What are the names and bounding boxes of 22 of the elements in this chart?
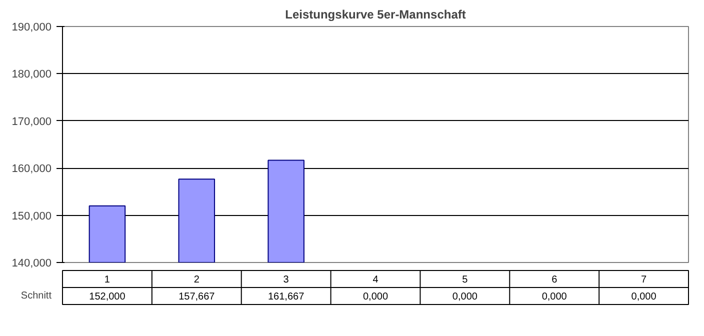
text: 0,000 [362, 292, 388, 302]
data-label: 161,667 [268, 292, 305, 302]
x-tick-label: 5 [462, 274, 468, 286]
text: 0,000 [452, 292, 478, 302]
y-tick-label: 140,000 [12, 258, 52, 270]
text: 0,000 [631, 292, 656, 302]
x-tick-label: 2 [194, 274, 200, 286]
y-tick-label: 150,000 [12, 210, 52, 222]
y-tick-label: 180,000 [12, 68, 52, 81]
x-tick-label: 1 [104, 274, 110, 286]
chart-title: Leistungskurve 5er-Mannschaft [285, 8, 466, 22]
data-label: 152,000 [89, 292, 126, 302]
x-tick-label: 7 [641, 274, 648, 286]
x-tick-label: 4 [372, 274, 379, 286]
x-tick-label: 6 [552, 274, 558, 286]
x-tick-label: 3 [283, 274, 290, 286]
y-tick-label: 190,000 [12, 22, 52, 34]
y-tick-label: 170,000 [12, 116, 52, 128]
y-tick-label: 160,000 [12, 163, 52, 176]
text: Schnitt [20, 290, 52, 302]
text: 0,000 [542, 292, 567, 302]
data-label: 157,667 [178, 292, 216, 302]
